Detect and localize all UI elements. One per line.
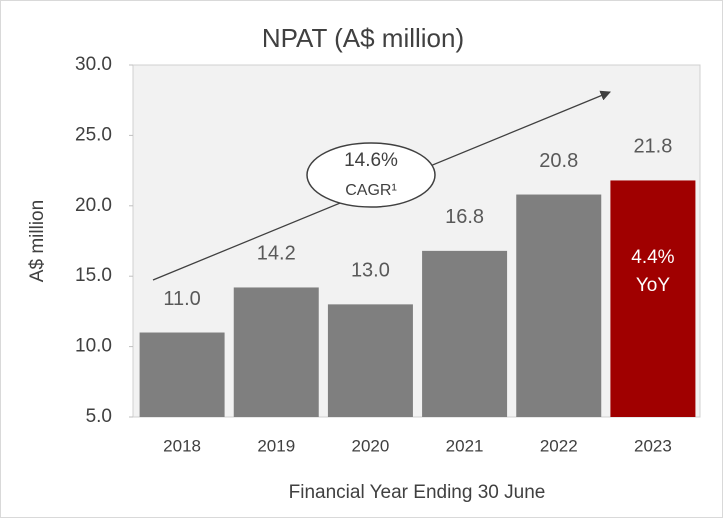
cagr-value: 14.6% (344, 150, 398, 171)
plot-area (132, 64, 701, 418)
bar (610, 180, 696, 417)
y-axis-title: A$ million (27, 200, 48, 282)
x-tick-label: 2019 (257, 436, 295, 455)
cagr-bubble (306, 142, 436, 208)
data-label: 16.8 (445, 206, 484, 228)
yoy-value: 4.4% (631, 247, 674, 268)
data-label: 20.8 (539, 150, 578, 172)
bar (233, 287, 319, 417)
x-tick-label: 2022 (540, 436, 578, 455)
data-label: 11.0 (163, 288, 200, 310)
y-tick-label: 15.0 (75, 265, 112, 286)
y-tick-label: 25.0 (75, 124, 112, 145)
bar (139, 332, 225, 417)
bar (327, 304, 413, 417)
chart-title: NPAT (A$ million) (262, 23, 464, 53)
x-tick-label: 2020 (352, 436, 390, 455)
y-tick-label: 10.0 (75, 336, 112, 357)
y-tick-label: 20.0 (75, 195, 112, 216)
x-axis-title: Financial Year Ending 30 June (289, 482, 546, 503)
data-label: 21.8 (633, 136, 672, 158)
yoy-label: YoY (636, 275, 670, 296)
x-tick-label: 2023 (634, 436, 672, 455)
data-label: 13.0 (351, 260, 390, 282)
data-label: 14.2 (257, 243, 296, 265)
x-tick-label: 2021 (446, 436, 484, 455)
x-tick-label: 2018 (163, 436, 201, 455)
bar (516, 194, 602, 417)
y-tick-label: 30.0 (75, 54, 112, 75)
y-tick-label: 5.0 (86, 406, 112, 427)
cagr-label: CAGR¹ (345, 182, 397, 199)
bar (422, 250, 508, 417)
